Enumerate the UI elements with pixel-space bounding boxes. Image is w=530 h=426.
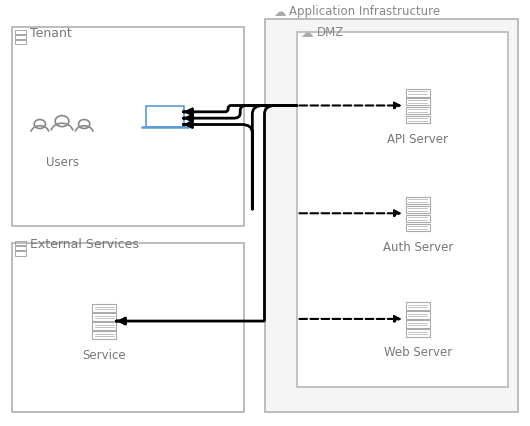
- Text: Service: Service: [82, 348, 126, 362]
- Text: Tenant: Tenant: [30, 27, 72, 40]
- Text: External Services: External Services: [30, 239, 139, 251]
- Text: Users: Users: [46, 156, 78, 169]
- Bar: [265, 19, 518, 412]
- Bar: [406, 196, 430, 204]
- Text: Web Server: Web Server: [384, 346, 452, 360]
- Bar: [92, 314, 116, 321]
- Bar: [12, 27, 244, 226]
- Bar: [92, 304, 116, 312]
- Bar: [406, 116, 430, 124]
- Bar: [406, 98, 430, 106]
- Bar: [406, 89, 430, 97]
- Bar: [406, 329, 430, 337]
- Bar: [406, 215, 430, 222]
- Text: Application Infrastructure: Application Infrastructure: [289, 5, 440, 18]
- Bar: [92, 322, 116, 330]
- Bar: [14, 251, 26, 256]
- Bar: [406, 320, 430, 328]
- Bar: [406, 311, 430, 319]
- Text: API Server: API Server: [387, 133, 448, 146]
- Text: ☁: ☁: [273, 6, 286, 19]
- Bar: [14, 30, 26, 34]
- Bar: [12, 243, 244, 412]
- Bar: [297, 32, 508, 386]
- Bar: [406, 302, 430, 310]
- Text: DMZ: DMZ: [316, 26, 344, 39]
- Text: ☁: ☁: [301, 27, 313, 40]
- Bar: [406, 107, 430, 115]
- Bar: [406, 224, 430, 231]
- Bar: [14, 40, 26, 44]
- Bar: [14, 246, 26, 250]
- Bar: [406, 205, 430, 213]
- Bar: [14, 241, 26, 245]
- Bar: [14, 35, 26, 39]
- Bar: [146, 106, 184, 127]
- Bar: [92, 331, 116, 339]
- Text: Auth Server: Auth Server: [383, 241, 453, 254]
